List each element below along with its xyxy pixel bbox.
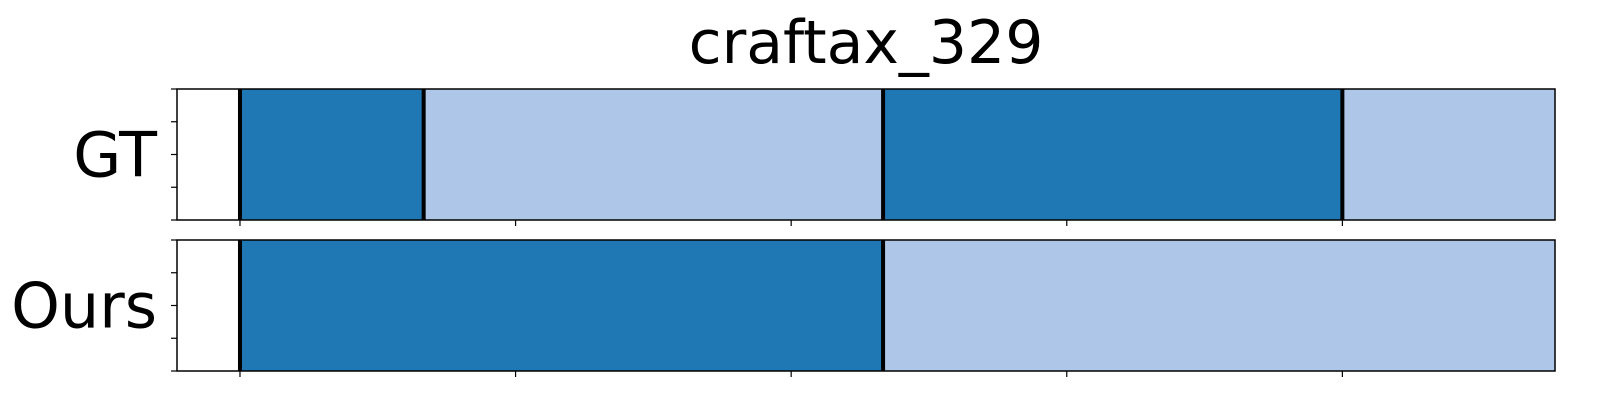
row-label-ours: Ours (11, 270, 157, 343)
row-label-gt: GT (73, 119, 158, 192)
panel-ours: Ours (11, 239, 1556, 377)
segment-gt-2 (883, 89, 1343, 220)
segment-gt-1 (423, 89, 884, 220)
segment-gt-3 (1342, 89, 1555, 220)
chart-title: craftax_329 (689, 8, 1044, 78)
panel-gt: GT (73, 88, 1556, 226)
segment-gt-0 (239, 89, 424, 220)
segment-ours-1 (883, 240, 1555, 371)
segment-ours-0 (239, 240, 884, 371)
chart-panels: GT Ours (11, 88, 1556, 377)
